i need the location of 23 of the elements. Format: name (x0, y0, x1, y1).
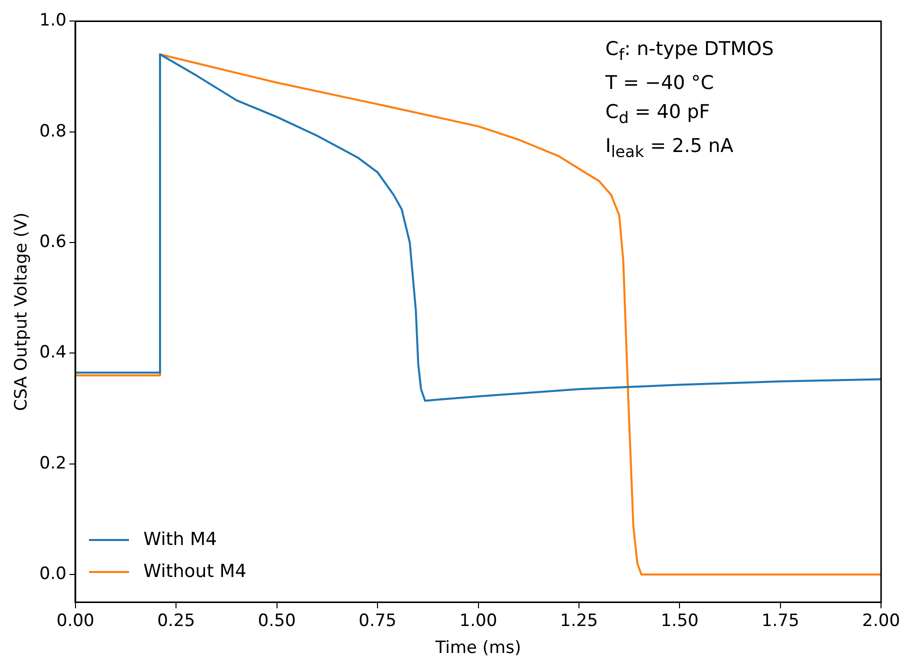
annotation: C$_{d}$ = 40 pF (605, 100, 711, 129)
x-tick-label: 1.00 (459, 610, 498, 631)
x-axis-title: Time (ms) (434, 638, 522, 658)
y-tick-label: 0.8 (39, 121, 66, 142)
legend-label: With M4 (143, 528, 217, 552)
x-tick-label: 2.00 (862, 610, 900, 631)
y-tick-label: 1.0 (39, 10, 66, 31)
y-axis-title: CSA Output Voltage (V) (12, 212, 32, 411)
annotation: I$_{leak}$ = 2.5 nA (605, 134, 734, 163)
annotation: T = −40 °C (605, 70, 715, 96)
x-tick-label: 1.25 (560, 610, 598, 631)
x-tick-label: 0.25 (157, 610, 196, 631)
x-tick-label: 0.75 (358, 610, 396, 631)
x-tick-label: 1.50 (660, 610, 699, 631)
x-tick-label: 0.50 (258, 610, 296, 631)
x-tick-label: 0.00 (56, 610, 94, 631)
legend-label: Without M4 (143, 560, 246, 584)
annotation: C$_{f}$: n-type DTMOS (605, 37, 774, 66)
y-tick-label: 0.6 (39, 232, 66, 252)
x-tick-label: 1.75 (761, 610, 800, 631)
y-tick-label: 0.2 (39, 453, 66, 474)
y-tick-label: 0.4 (39, 342, 66, 363)
y-tick-label: 0.0 (39, 564, 66, 584)
